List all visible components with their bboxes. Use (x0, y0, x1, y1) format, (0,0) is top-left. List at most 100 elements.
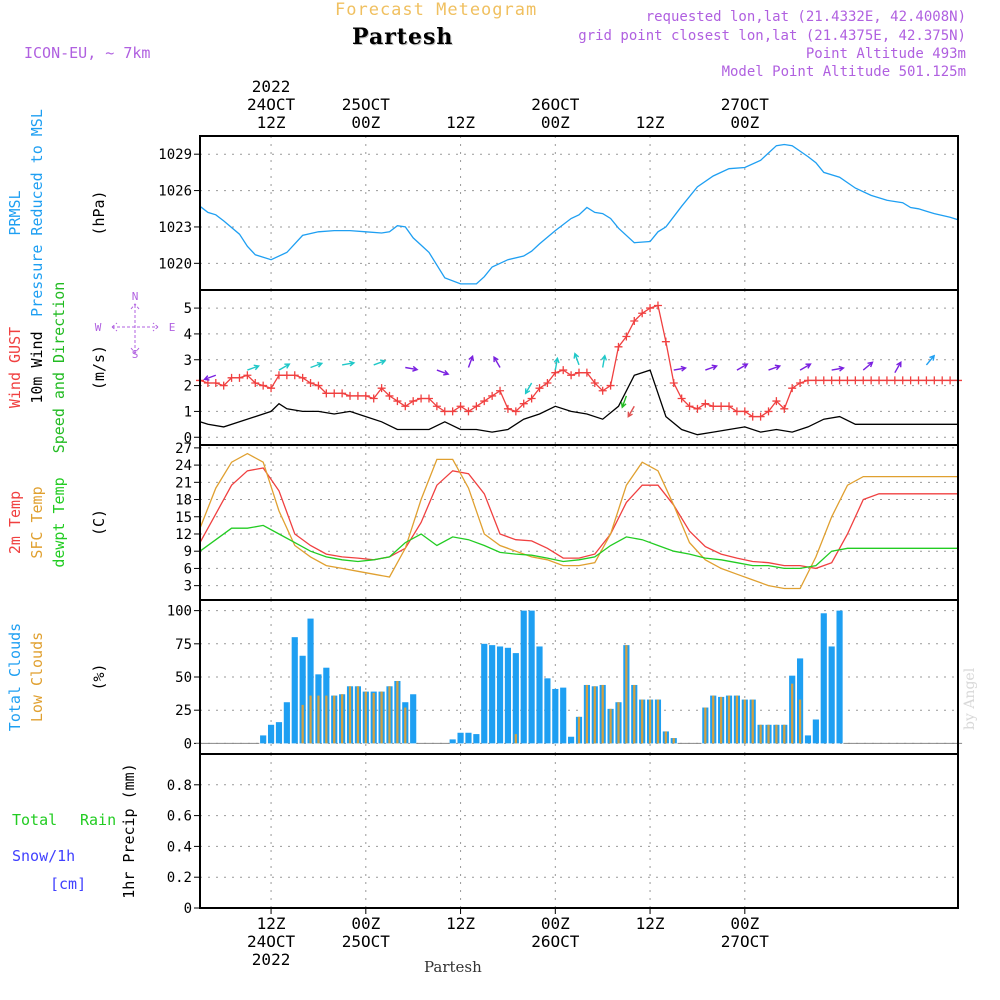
gust-marker (875, 376, 884, 385)
total-cloud-bar (536, 646, 543, 744)
total-cloud-bar (504, 647, 512, 744)
wind-direction-arrow (620, 395, 628, 409)
wind-direction-arrow (768, 364, 782, 371)
low-cloud-bar (704, 707, 707, 744)
low-cloud-bar (514, 734, 517, 744)
temperature-series-2 (199, 524, 958, 570)
gust-marker (330, 389, 339, 398)
total-cloud-bar (528, 610, 535, 744)
gust-marker (401, 402, 410, 411)
footer-location: Partesh (424, 958, 482, 976)
gust-marker (448, 407, 457, 416)
low-cloud-bar (664, 731, 667, 744)
y-tick-label: 0.8 (167, 778, 192, 794)
gust-marker (503, 404, 512, 413)
y-tick-label: 27 (175, 441, 192, 457)
low-cloud-bar (672, 738, 675, 744)
compass-e: E (169, 321, 176, 334)
gust-marker (377, 384, 386, 393)
compass-n: N (132, 290, 139, 303)
y-tick-label: 9 (184, 544, 192, 560)
gust-marker (338, 389, 347, 398)
wind-direction-arrow (278, 363, 291, 371)
y-tick-label: 21 (175, 475, 192, 491)
precip-label-total: Total (12, 811, 57, 829)
panel-label: dewpt Temp (50, 477, 68, 567)
point-altitude: Point Altitude 493m (805, 46, 966, 62)
panel-wind: 0 1 2 3 4 5 Wind GUST 10m Wind Speed and Directi… (6, 282, 962, 453)
panel-label: Low Clouds (28, 632, 46, 722)
gust-marker (535, 384, 544, 393)
total-cloud-bar (560, 687, 567, 744)
wind-series-1 (199, 369, 958, 436)
wind-direction-arrow (627, 405, 635, 418)
gust-marker (369, 394, 378, 403)
total-cloud-bar (804, 735, 812, 744)
gust-marker (456, 402, 465, 411)
wind-direction-arrow (310, 361, 324, 369)
gust-marker (732, 407, 741, 416)
y-tick-label: 4 (184, 327, 192, 343)
low-cloud-bar (309, 695, 312, 744)
y-tick-label: 0 (184, 736, 192, 752)
total-cloud-bar (828, 646, 835, 744)
low-cloud-bar (396, 680, 399, 744)
gust-marker (938, 376, 947, 385)
gust-marker (851, 376, 860, 385)
wind-direction-arrow (467, 354, 475, 368)
wind-direction-arrow (573, 352, 580, 366)
gust-marker (930, 376, 939, 385)
gust-marker (701, 399, 710, 408)
gust-marker (472, 402, 481, 411)
y-tick-label: 75 (175, 637, 192, 653)
low-cloud-bar (601, 684, 604, 744)
total-cloud-bar (291, 637, 298, 744)
gust-marker (835, 376, 844, 385)
time-label-bottom: 12Z (446, 914, 475, 933)
time-label-top: 2022 (252, 77, 291, 96)
wind-direction-arrow (799, 363, 812, 371)
grid-point-coords: grid point closest lon,lat (21.4375E, 42… (578, 28, 966, 44)
y-tick-label: 1029 (158, 147, 192, 163)
gust-marker (417, 394, 426, 403)
wind-direction-arrow (553, 356, 560, 371)
y-tick-label: 0.2 (167, 870, 192, 886)
gust-marker (543, 379, 552, 387)
gust-marker (843, 376, 852, 385)
gust-marker (353, 391, 362, 400)
total-cloud-bar (496, 646, 504, 744)
gust-marker (922, 376, 931, 385)
low-cloud-bar (301, 704, 304, 744)
gust-marker (298, 373, 307, 382)
total-cloud-bar (552, 688, 559, 744)
gust-marker (685, 402, 694, 411)
low-cloud-bar (791, 683, 794, 744)
gust-marker (740, 407, 749, 416)
total-cloud-bar (812, 719, 819, 744)
gust-marker (393, 397, 402, 406)
gust-marker (796, 379, 805, 387)
time-label-bottom: 12Z (636, 914, 665, 933)
low-cloud-bar (735, 695, 739, 744)
wind-direction-arrow (601, 354, 608, 368)
gust-marker (653, 301, 662, 310)
y-tick-label: 25 (175, 703, 192, 719)
total-cloud-bar (473, 734, 480, 744)
time-label-top: 12Z (257, 113, 286, 132)
gust-marker (259, 381, 268, 390)
low-cloud-bar (325, 695, 328, 744)
total-cloud-bar (275, 722, 283, 744)
panel-clouds: 0 25 50 75 100 Total Clouds Low Clouds (%) (6, 599, 963, 755)
panel-label: 2m Temp (6, 491, 24, 554)
gust-marker (582, 368, 591, 377)
gust-marker (693, 404, 702, 413)
wind-direction-arrow (342, 360, 356, 367)
time-label-top: 00Z (351, 113, 380, 132)
y-tick-label: 6 (184, 561, 192, 577)
low-cloud-bar (648, 699, 652, 744)
total-cloud-bar (544, 678, 551, 744)
precip-label-snow: Snow/1h (12, 847, 75, 865)
wind-direction-arrow (705, 364, 718, 371)
gust-marker (946, 376, 955, 385)
